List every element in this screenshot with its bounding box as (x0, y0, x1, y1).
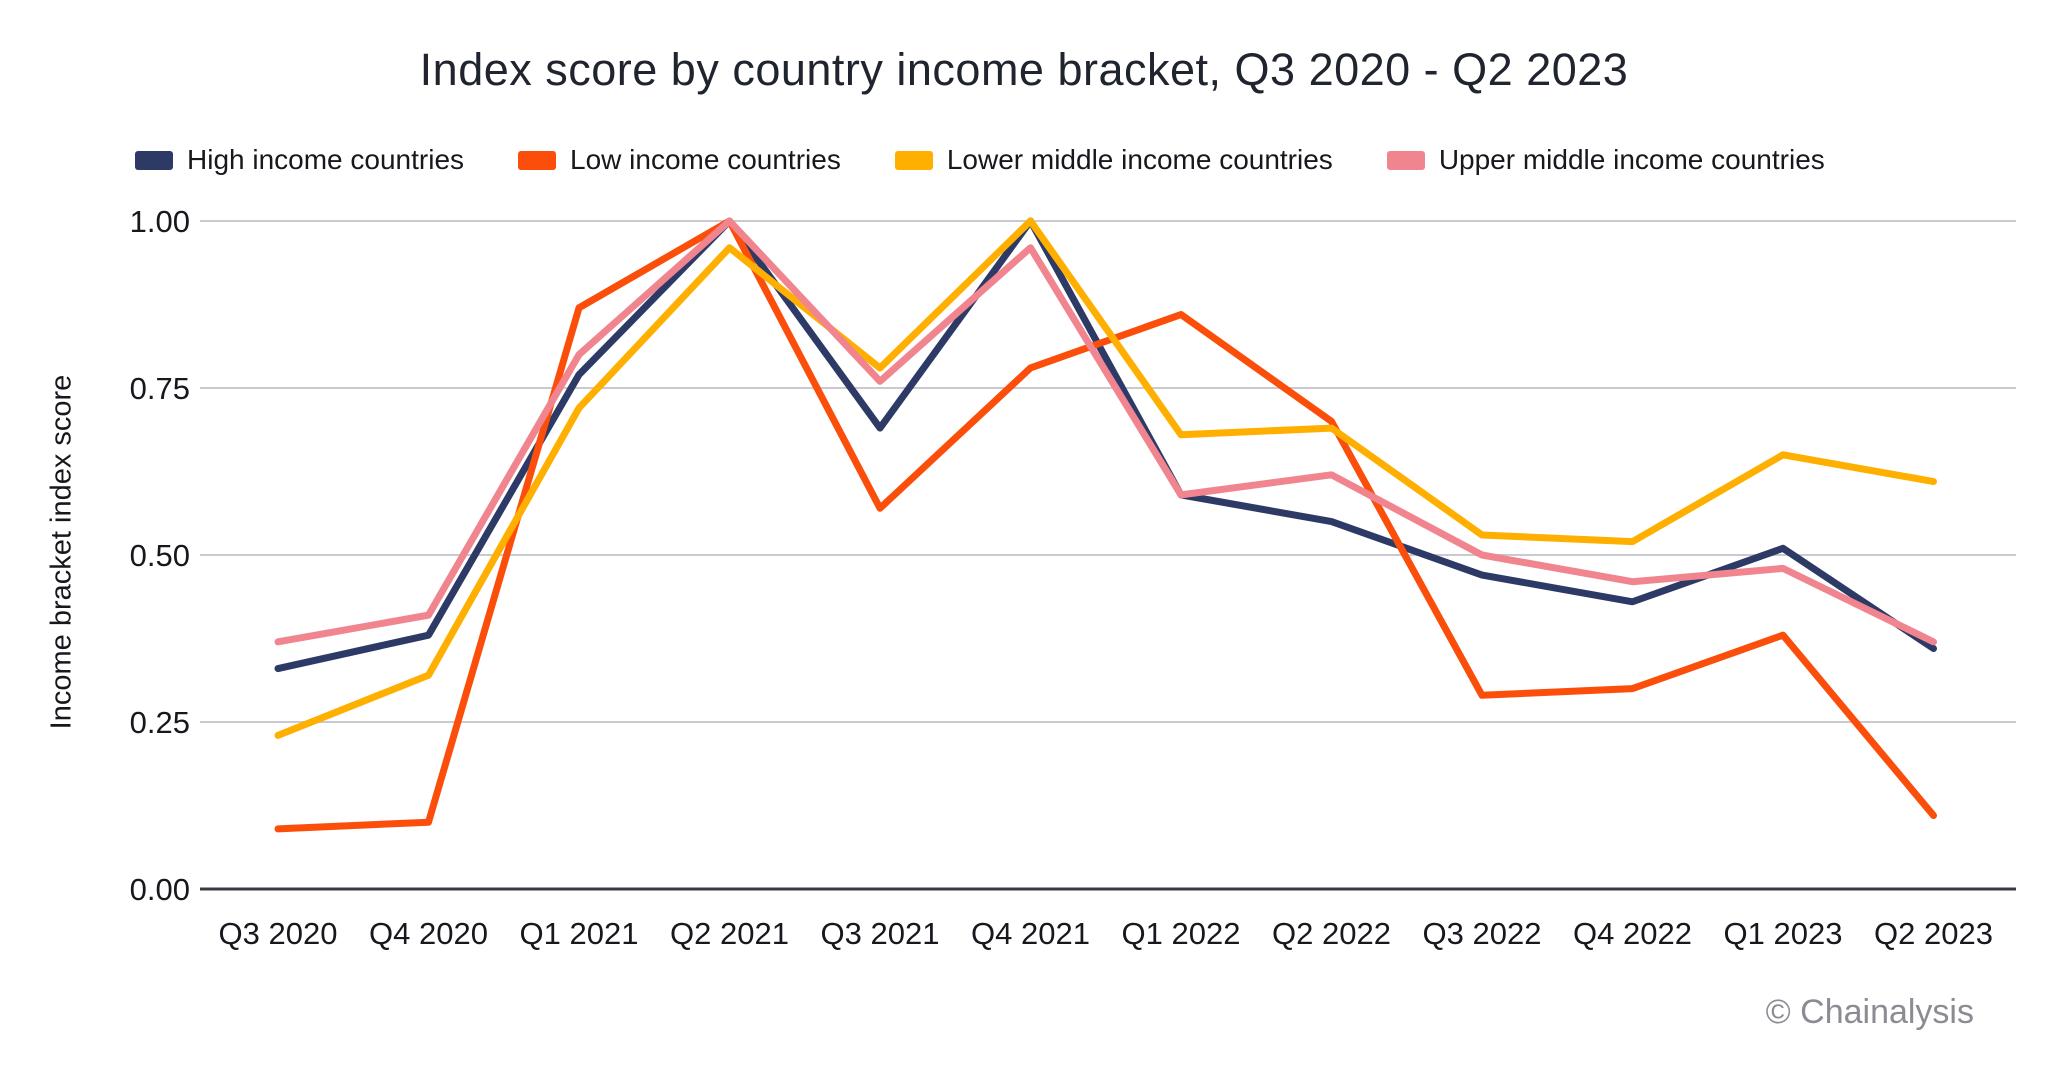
x-tick-label: Q4 2021 (971, 916, 1090, 951)
y-tick-label: 0.25 (130, 705, 190, 740)
y-tick-label: 1.00 (130, 204, 190, 239)
legend-item-lower-middle-income-countries: Lower middle income countries (894, 144, 1333, 176)
legend-item-label: Low income countries (570, 144, 841, 175)
x-tick-label: Q3 2021 (821, 916, 940, 951)
series-line-lower-middle-income-countries (274, 217, 1937, 739)
x-tick-label: Q1 2022 (1122, 916, 1241, 951)
x-tick-label: Q4 2022 (1573, 916, 1692, 951)
legend-item-label: Lower middle income countries (946, 144, 1333, 175)
legend: High income countries Low income countrie… (135, 140, 1988, 180)
x-tick-label: Q1 2021 (520, 916, 639, 951)
legend-swatch-icon (894, 150, 933, 170)
y-tick-label: 0.75 (130, 371, 190, 406)
y-axis-title: Income bracket index score (45, 374, 78, 730)
series-line-low-income-countries (274, 217, 1937, 833)
legend-swatch-icon (135, 150, 173, 170)
x-tick-label: Q2 2022 (1272, 916, 1391, 951)
legend-item-label: High income countries (187, 144, 465, 175)
legend-swatch-icon (1386, 150, 1425, 170)
legend-item-upper-middle-income-countries: Upper middle income countries (1386, 144, 1825, 176)
x-tick-label: Q2 2021 (670, 916, 789, 951)
chart-title: Index score by country income bracket, Q… (419, 44, 1629, 95)
y-tick-label: 0.00 (130, 872, 190, 907)
x-tick-label: Q3 2022 (1423, 916, 1542, 951)
x-tick-label: Q4 2020 (369, 916, 488, 951)
legend-item-label: Upper middle income countries (1438, 144, 1825, 175)
x-tick-label: Q3 2020 (219, 916, 338, 951)
y-tick-label: 0.50 (130, 538, 190, 573)
legend-item-low-income-countries: Low income countries (518, 144, 841, 176)
series-line-upper-middle-income-countries (274, 217, 1937, 646)
legend-item-high-income-countries: High income countries (135, 144, 464, 176)
legend-swatch-icon (518, 150, 557, 170)
series-line-high-income-countries (274, 217, 1937, 673)
chainalysis-watermark: © Chainalysis (1765, 993, 1974, 1031)
x-tick-label: Q2 2023 (1874, 916, 1993, 951)
x-tick-label: Q1 2023 (1724, 916, 1843, 951)
